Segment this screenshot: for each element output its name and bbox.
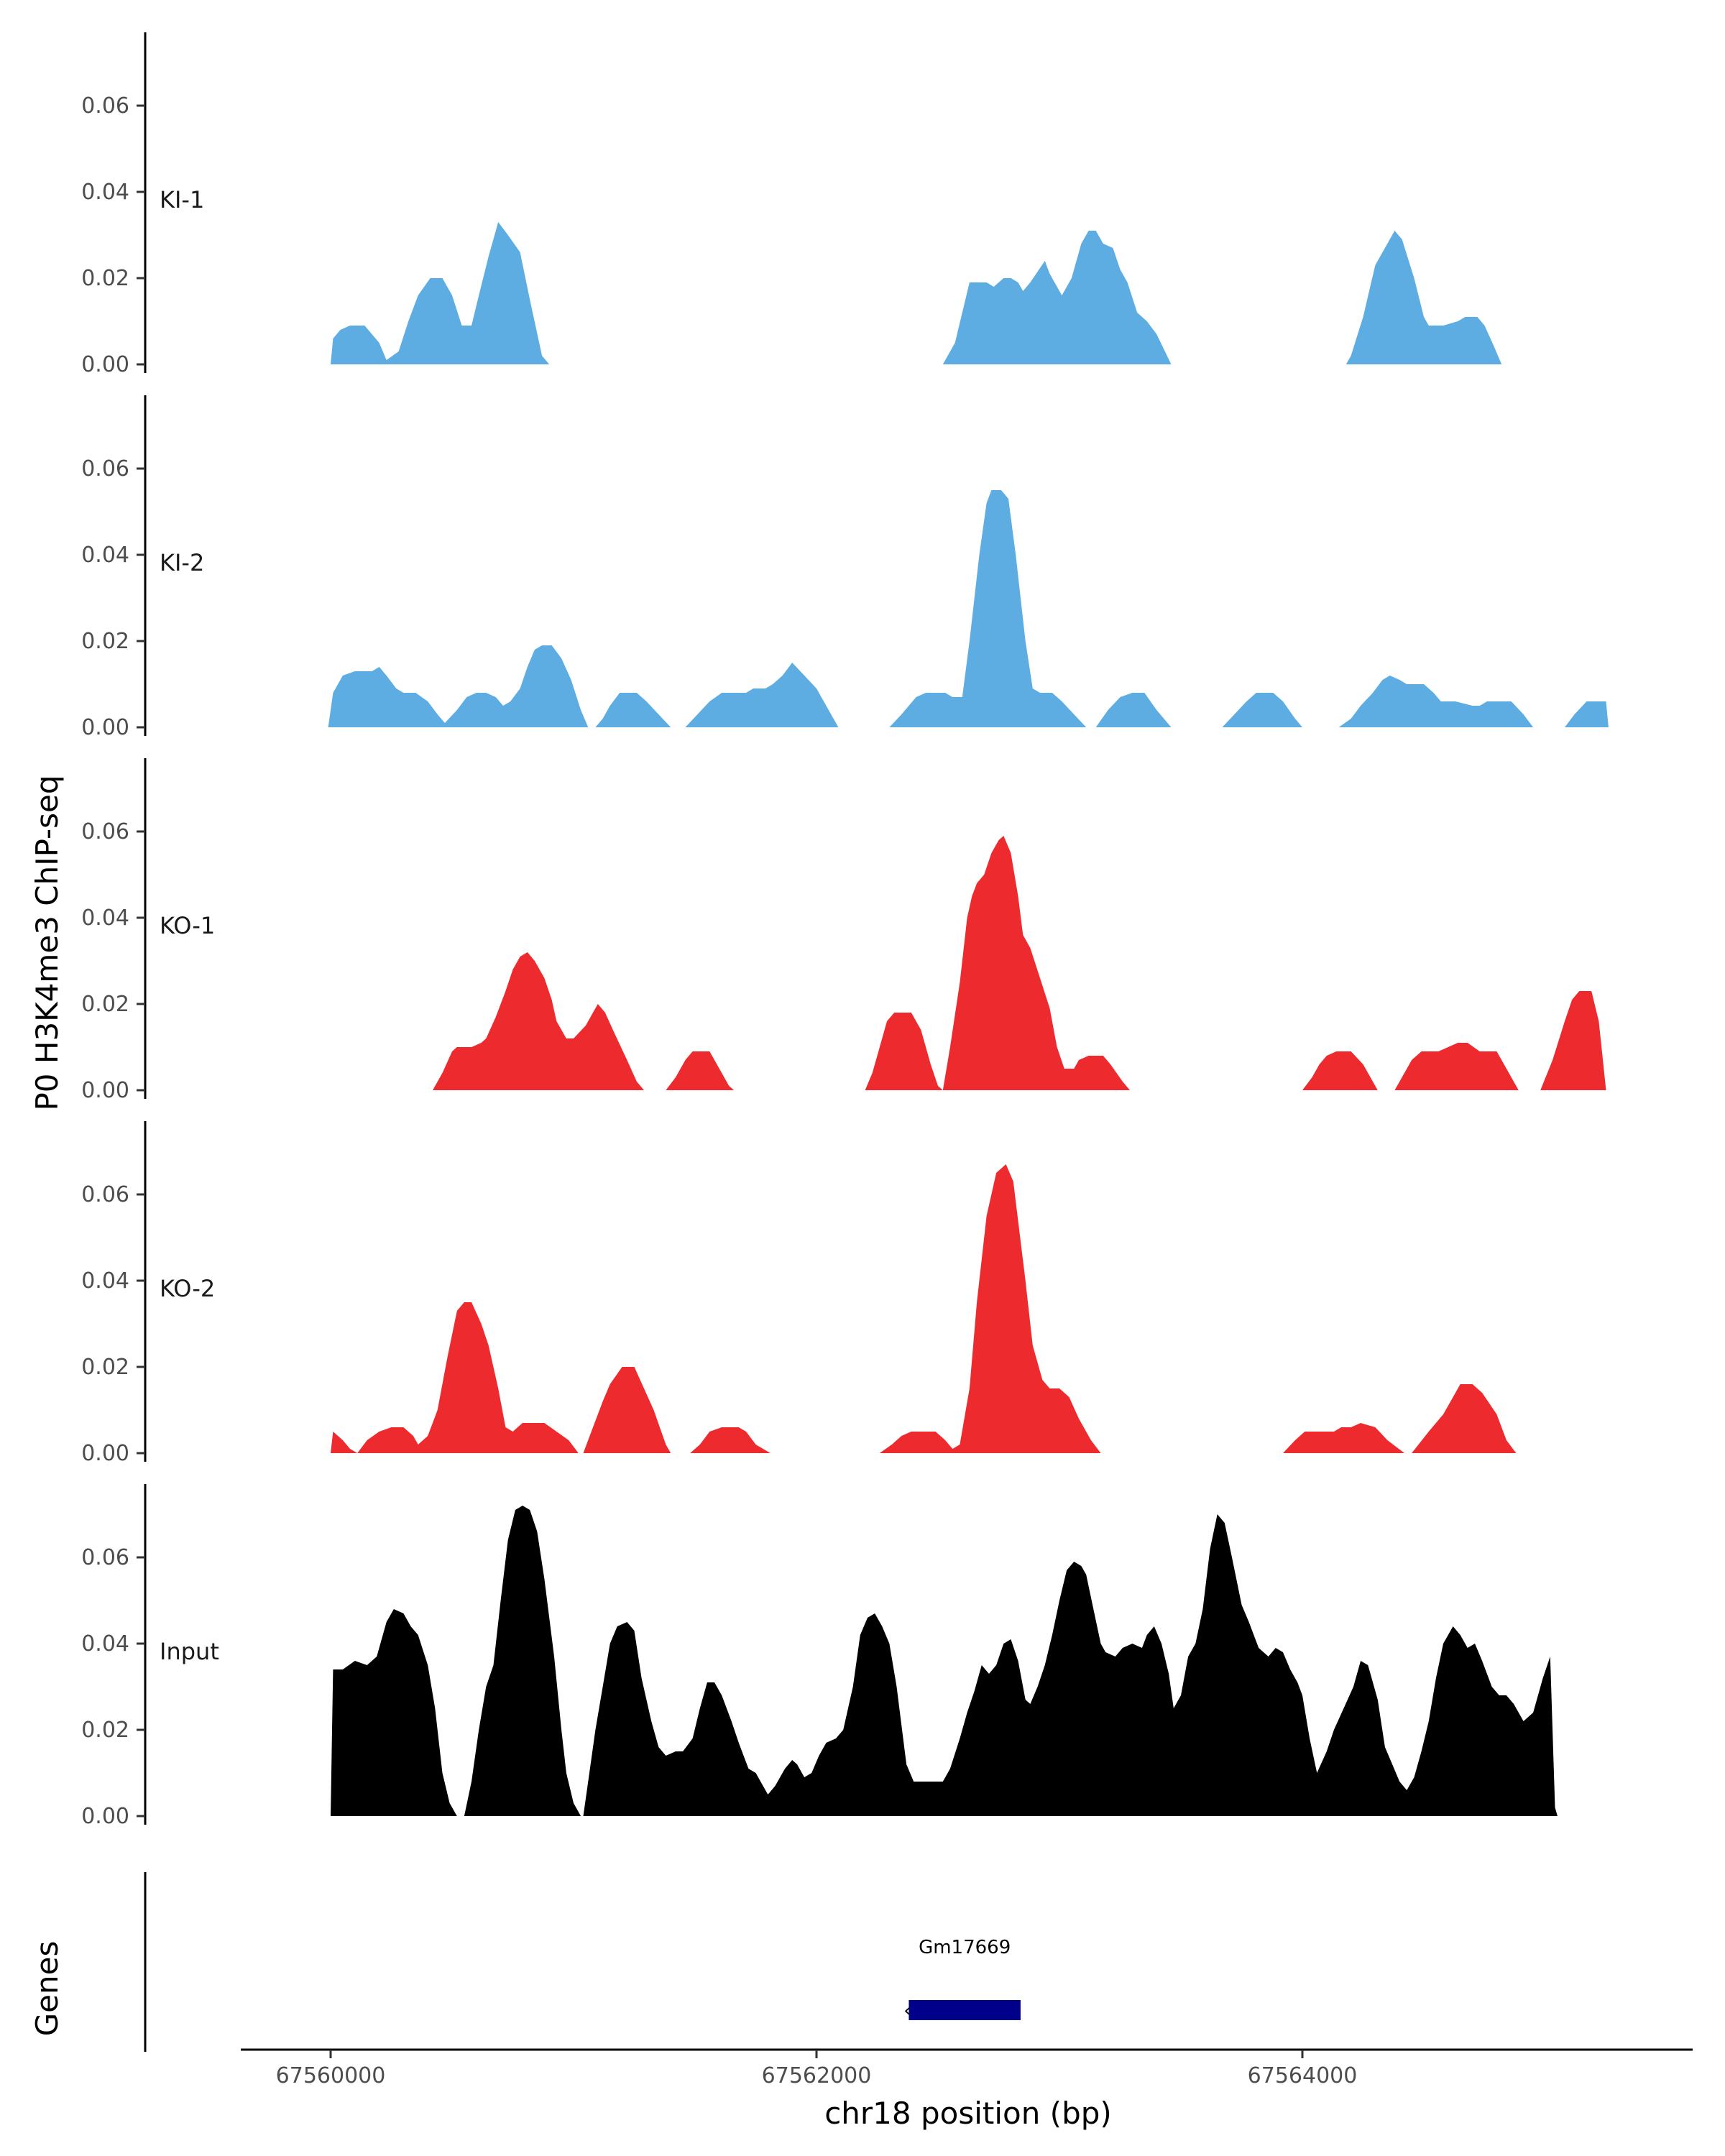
signal-peak xyxy=(685,663,839,727)
signal-peak xyxy=(1095,693,1172,727)
y-tick-label: 0.06 xyxy=(81,93,129,119)
track-label: KI-2 xyxy=(160,549,204,576)
x-tick-label: 67562000 xyxy=(762,2063,872,2088)
signal-peak xyxy=(464,1506,581,1816)
y-tick-label: 0.04 xyxy=(81,180,129,205)
signal-peak xyxy=(1338,676,1534,727)
track-ki-2: 0.00 0.02 0.04 0.06 KI-2 xyxy=(81,395,1609,740)
y-tick-label: 0.00 xyxy=(81,352,129,377)
x-axis-title: chr18 position (bp) xyxy=(824,2096,1112,2131)
y-axis-title: P0 H3K4me3 ChIP-seq xyxy=(29,775,65,1110)
signal-peak xyxy=(879,1164,1101,1453)
signal-peak xyxy=(1565,701,1609,727)
y-tick-label: 0.04 xyxy=(81,906,129,931)
y-tick-label: 0.00 xyxy=(81,1441,129,1466)
y-tick-label: 0.02 xyxy=(81,1355,129,1380)
track-label: KI-1 xyxy=(160,186,204,213)
gene-strand-mark: ‹ xyxy=(903,2000,911,2022)
y-tick-label: 0.00 xyxy=(81,1804,129,1829)
y-tick-label: 0.04 xyxy=(81,1631,129,1657)
gene-body xyxy=(908,2000,1021,2020)
gene-label: Gm17669 xyxy=(919,1937,1011,1958)
signal-peak xyxy=(1540,991,1606,1090)
y-tick-label: 0.02 xyxy=(81,1718,129,1743)
y-tick-label: 0.06 xyxy=(81,456,129,482)
track-ko-2: 0.00 0.02 0.04 0.06 KO-2 xyxy=(81,1121,1517,1466)
x-axis: 67560000 67562000 67564000 xyxy=(241,2048,1693,2088)
signal-peak xyxy=(331,222,550,364)
x-tick-label: 67560000 xyxy=(276,2063,386,2088)
y-tick-label: 0.06 xyxy=(81,819,129,844)
signal-peak xyxy=(328,645,589,727)
y-tick-label: 0.04 xyxy=(81,1268,129,1294)
y-tick-label: 0.02 xyxy=(81,629,129,654)
y-tick-label: 0.02 xyxy=(81,992,129,1017)
signal-peak xyxy=(331,1609,457,1816)
track-ki-1: 0.00 0.02 0.04 0.06 KI-1 xyxy=(81,32,1502,377)
signal-peak xyxy=(595,693,671,727)
track-label: Input xyxy=(160,1638,219,1665)
signal-peak xyxy=(583,1367,671,1453)
y-tick-label: 0.06 xyxy=(81,1182,129,1207)
signal-peak xyxy=(331,1302,579,1453)
track-ko-1: 0.00 0.02 0.04 0.06 KO-1 xyxy=(81,758,1606,1103)
signal-peak xyxy=(942,231,1172,364)
genes-panel: ‹ Gm17669 xyxy=(144,1872,1021,2052)
y-tick-label: 0.02 xyxy=(81,266,129,291)
signal-peak xyxy=(1222,693,1302,727)
signal-peak xyxy=(942,836,1130,1090)
signal-peak xyxy=(865,1013,943,1090)
y-tick-label: 0.06 xyxy=(81,1545,129,1570)
signal-peak xyxy=(433,952,644,1090)
signal-peak xyxy=(1394,1043,1519,1090)
track-input: 0.00 0.02 0.04 0.06 Input xyxy=(81,1484,1558,1829)
y-tick-label: 0.00 xyxy=(81,715,129,740)
signal-peak xyxy=(1283,1423,1404,1453)
signal-peak xyxy=(666,1051,735,1090)
signal-peak xyxy=(889,490,1087,727)
track-label: KO-1 xyxy=(160,912,215,939)
signal-peak xyxy=(1302,1051,1378,1090)
signal-peak xyxy=(1412,1384,1517,1453)
genes-axis-title: Genes xyxy=(29,1941,65,2037)
signal-peak xyxy=(690,1427,770,1453)
y-tick-label: 0.04 xyxy=(81,543,129,568)
y-tick-label: 0.00 xyxy=(81,1078,129,1103)
track-label: KO-2 xyxy=(160,1275,215,1302)
signal-peak xyxy=(583,1514,1558,1816)
signal-peak xyxy=(1346,231,1502,364)
x-tick-label: 67564000 xyxy=(1248,2063,1358,2088)
track-panels: 0.00 0.02 0.04 0.06 KI-1 0.00 0.02 0.04 0.06 KI-2… xyxy=(81,32,1609,1829)
